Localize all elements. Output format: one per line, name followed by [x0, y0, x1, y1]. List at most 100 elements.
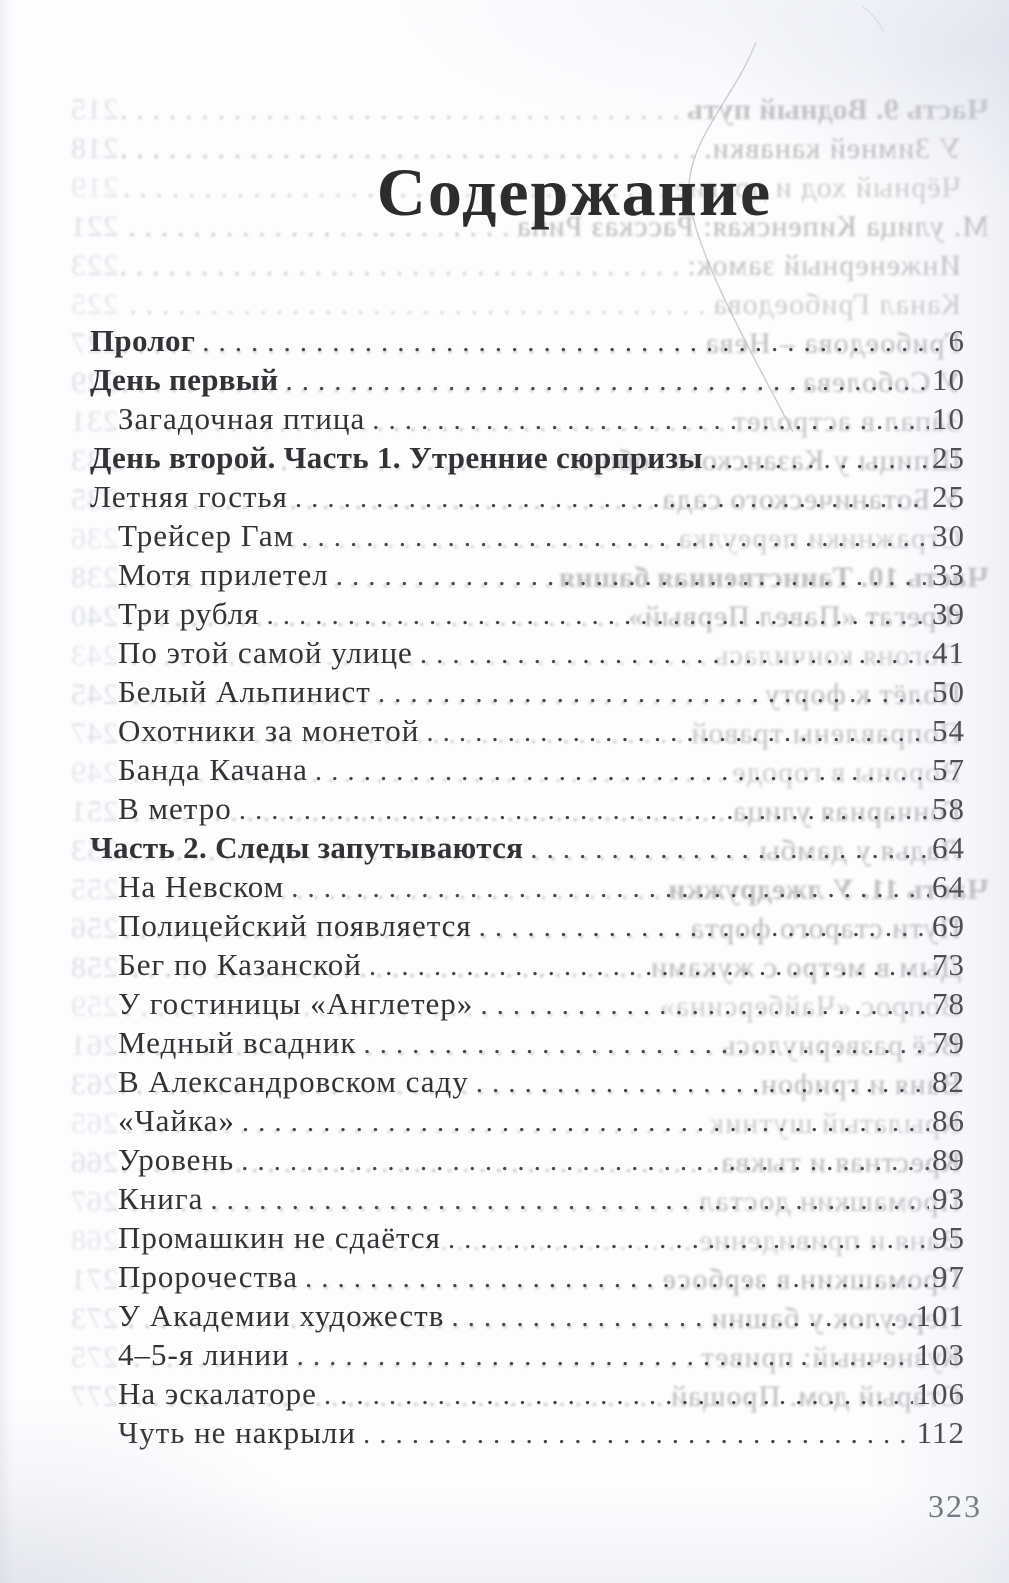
toc-entry-page: 73 — [932, 947, 965, 982]
toc-entry: Пророчества 97 — [90, 1257, 965, 1296]
toc-entry-page: 82 — [932, 1064, 965, 1099]
dot-leader — [121, 246, 686, 286]
toc-entry: В Александровском саду 82 — [90, 1062, 965, 1101]
toc-entry: Трейсер Гам 30 — [90, 516, 965, 555]
toc-entry-label: Промашкин не сдаётся — [118, 1220, 441, 1255]
toc-entry: Медный всадник 79 — [90, 1023, 965, 1062]
dot-leader — [288, 477, 929, 518]
toc-entry-page: 10 — [932, 401, 965, 436]
toc-entry-label: Книга — [118, 1181, 204, 1216]
dot-leader — [371, 672, 929, 713]
toc-entry: На Невском 64 — [90, 867, 965, 906]
dot-leader — [469, 1062, 929, 1103]
toc-entry: День второй. Часть 1. Утренние сюрпризы … — [90, 438, 965, 477]
toc-entry-label: У гостиницы «Англетер» — [118, 986, 474, 1021]
toc-entry-page: 10 — [932, 362, 965, 397]
page-title: Содержание — [376, 154, 773, 230]
toc-entry-label: Летняя гостья — [90, 479, 288, 514]
dot-leader — [195, 321, 945, 362]
dot-leader — [278, 360, 929, 401]
bleedthrough-line: Часть 9. Водный путь 215 — [70, 90, 989, 129]
dot-leader — [703, 438, 929, 479]
toc-entry: Часть 2. Следы запутываются 64 — [90, 828, 965, 867]
toc-entry: Уровень 89 — [90, 1140, 965, 1179]
dot-leader — [444, 1296, 912, 1337]
toc-entry: Бег по Казанской 73 — [90, 945, 965, 984]
toc-entry-label: День второй. Часть 1. Утренние сюрпризы — [90, 440, 703, 475]
toc-entry-page: 57 — [932, 752, 965, 787]
dot-leader — [365, 399, 929, 440]
toc-entry-label: Мотя прилетел — [118, 557, 329, 592]
toc-entry-page: 101 — [915, 1298, 965, 1333]
toc-entry-page: 79 — [932, 1025, 965, 1060]
table-of-contents: Пролог 6 День первый 10 Загадочная птица… — [90, 321, 965, 1452]
dot-leader — [294, 516, 929, 557]
toc-entry-label: Бег по Казанской — [118, 947, 362, 982]
toc-entry: «Чайка» 86 — [90, 1101, 965, 1140]
dot-leader — [121, 90, 687, 130]
toc-entry-label: В Александровском саду — [118, 1064, 469, 1099]
toc-entry-label: Три рубля — [118, 596, 260, 631]
bleedthrough-line: Канал Грибоедова 225 — [70, 285, 989, 324]
toc-entry-label: Часть 9. Водный путь — [686, 93, 989, 126]
toc-entry: День первый 10 — [90, 360, 965, 399]
toc-entry-page: 64 — [932, 869, 965, 904]
toc-entry-label: Пролог — [90, 323, 196, 358]
toc-entry: У Академии художеств 101 — [90, 1296, 965, 1335]
toc-entry-label: На эскалаторе — [118, 1376, 317, 1411]
toc-entry: Чуть не накрыли 112 — [90, 1413, 965, 1452]
toc-entry: Банда Качана 57 — [90, 750, 965, 789]
toc-entry-page: 86 — [932, 1103, 965, 1138]
toc-entry: В метро 58 — [90, 789, 965, 828]
dot-leader — [308, 750, 929, 791]
dot-leader — [298, 1257, 929, 1298]
toc-entry-page: 225 — [70, 288, 118, 321]
toc-entry: 4–5-я линии 103 — [90, 1335, 965, 1374]
toc-entry-label: 4–5-я линии — [118, 1337, 290, 1372]
toc-entry-label: Пророчества — [118, 1259, 299, 1294]
dot-leader — [284, 867, 929, 908]
toc-entry-label: Трейсер Гам — [118, 518, 295, 553]
toc-entry-label: Банда Качана — [118, 752, 308, 787]
toc-entry-page: 69 — [932, 908, 965, 943]
dot-leader — [356, 1413, 914, 1454]
toc-entry: На эскалаторе 106 — [90, 1374, 965, 1413]
dot-leader — [121, 285, 713, 325]
dot-leader — [234, 1140, 929, 1181]
toc-entry-page: 33 — [932, 557, 965, 592]
toc-entry-page: 25 — [932, 440, 965, 475]
toc-entry: Книга 93 — [90, 1179, 965, 1218]
toc-entry-label: Медный всадник — [118, 1025, 357, 1060]
toc-entry-page: 39 — [932, 596, 965, 631]
toc-entry-page: 103 — [915, 1337, 965, 1372]
toc-entry: По этой самой улице 41 — [90, 633, 965, 672]
toc-entry-page: 97 — [932, 1259, 965, 1294]
toc-entry-page: 89 — [932, 1142, 965, 1177]
toc-entry-page: 58 — [932, 791, 965, 826]
toc-entry-label: Охотники за монетой — [118, 713, 420, 748]
toc-entry-label: Часть 2. Следы запутываются — [90, 830, 524, 865]
toc-entry-page: 41 — [932, 635, 965, 670]
toc-entry-label: Уровень — [118, 1142, 235, 1177]
toc-entry: Мотя прилетел 33 — [90, 555, 965, 594]
toc-entry-label: Инженерный замок: — [686, 249, 961, 282]
dot-leader — [419, 711, 929, 752]
dot-leader — [235, 1101, 929, 1142]
toc-entry-label: Загадочная птица — [118, 401, 366, 436]
toc-entry-label: По этой самой улице — [118, 635, 413, 670]
toc-entry-page: 78 — [932, 986, 965, 1021]
dot-leader — [356, 1023, 929, 1064]
dot-leader — [523, 828, 929, 869]
toc-entry-page: 106 — [915, 1376, 965, 1411]
toc-entry: Промашкин не сдаётся 95 — [90, 1218, 965, 1257]
toc-entry: Пролог 6 — [90, 321, 965, 360]
toc-entry-label: Чуть не накрыли — [118, 1415, 356, 1450]
toc-entry-label: Канал Грибоедова — [712, 288, 961, 321]
page-number: 323 — [928, 1488, 982, 1524]
toc-entry: У гостиницы «Англетер» 78 — [90, 984, 965, 1023]
toc-entry: Полицейский появляется 69 — [90, 906, 965, 945]
toc-entry-label: «Чайка» — [118, 1103, 235, 1138]
toc-entry-page: 50 — [932, 674, 965, 709]
dot-leader — [473, 984, 929, 1025]
